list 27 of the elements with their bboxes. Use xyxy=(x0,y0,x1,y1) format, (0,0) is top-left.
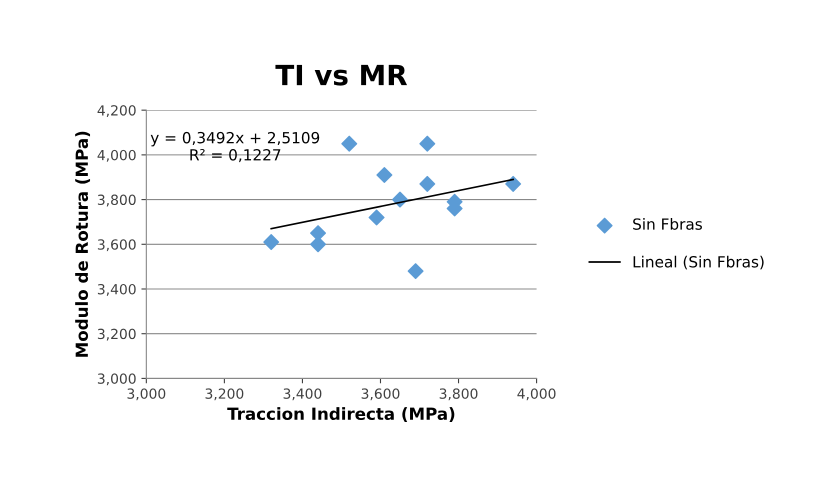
point xyxy=(376,167,392,183)
y-axis-title: Modulo de Rotura (MPa) xyxy=(75,132,90,357)
x-tick-label: 3,400 xyxy=(284,388,322,400)
y-tick-label: 4,200 xyxy=(98,105,136,118)
x-tick-label: 3,800 xyxy=(440,388,478,400)
x-axis-title: Traccion Indirecta (MPa) xyxy=(227,407,454,422)
point xyxy=(263,234,280,250)
x-tick-label: 3,600 xyxy=(362,388,400,400)
point xyxy=(408,263,424,280)
point xyxy=(419,136,436,152)
annotation: y = 0,3492x + 2,5109 R² = 0,1227 xyxy=(150,132,320,162)
y-tick-label: 3,000 xyxy=(98,373,136,386)
y-tick-label: 3,400 xyxy=(98,284,136,296)
y-tick-label: 4,000 xyxy=(98,150,136,162)
legend-label: Lineal (Sin Fbras) xyxy=(634,256,764,270)
chart-title: TI vs MR xyxy=(275,64,408,86)
x-tick-label: 3,200 xyxy=(206,388,244,400)
legend-label: Sin Fbras xyxy=(633,218,702,230)
y-tick-label: 3,200 xyxy=(98,328,136,341)
x-tick-label: 4,000 xyxy=(517,388,556,400)
point xyxy=(419,176,436,192)
y-tick-label: 3,800 xyxy=(98,194,136,206)
point xyxy=(505,176,522,192)
point xyxy=(368,209,385,226)
x-tick-label: 3,000 xyxy=(128,388,166,400)
y-tick-label: 3,600 xyxy=(98,239,136,252)
point xyxy=(341,136,358,152)
